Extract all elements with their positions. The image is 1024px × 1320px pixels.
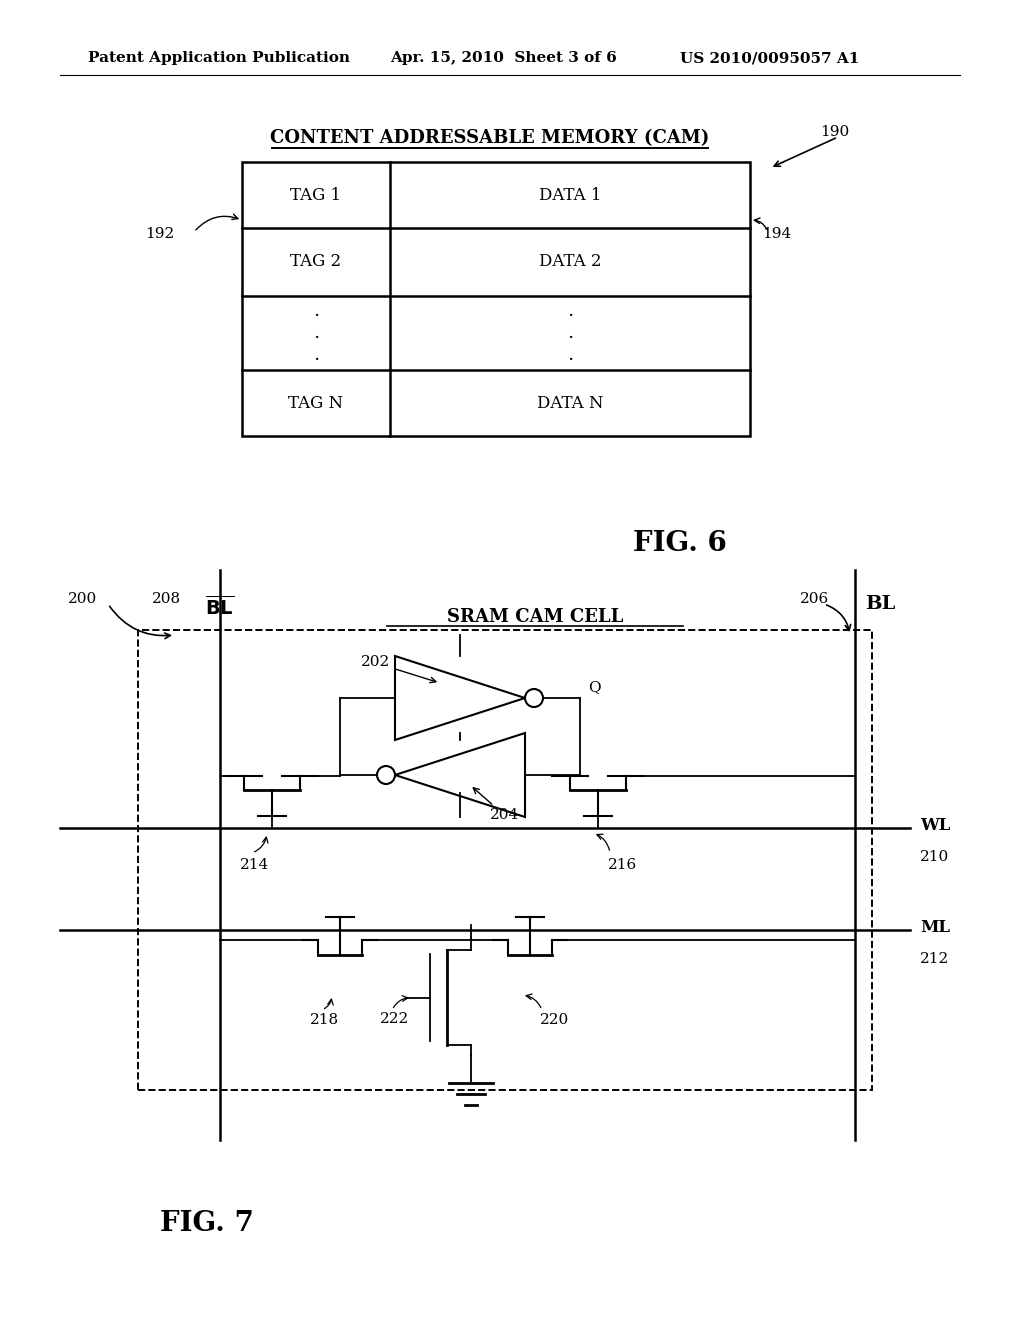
Text: 206: 206 bbox=[800, 591, 829, 606]
Text: FIG. 6: FIG. 6 bbox=[633, 531, 727, 557]
Text: .: . bbox=[567, 323, 573, 342]
Text: .: . bbox=[313, 323, 319, 342]
Text: Patent Application Publication: Patent Application Publication bbox=[88, 51, 350, 65]
Text: SRAM CAM CELL: SRAM CAM CELL bbox=[446, 609, 624, 626]
Text: .: . bbox=[567, 346, 573, 364]
Text: .: . bbox=[313, 302, 319, 319]
Text: 190: 190 bbox=[820, 125, 849, 139]
Text: 212: 212 bbox=[920, 952, 949, 966]
Text: WL: WL bbox=[920, 817, 950, 833]
Text: Q: Q bbox=[588, 680, 601, 694]
Text: 200: 200 bbox=[68, 591, 97, 606]
Text: FIG. 7: FIG. 7 bbox=[160, 1210, 254, 1237]
Text: 192: 192 bbox=[144, 227, 174, 242]
Text: ML: ML bbox=[920, 919, 950, 936]
Text: .: . bbox=[313, 346, 319, 364]
Text: 204: 204 bbox=[490, 808, 519, 822]
Text: TAG 1: TAG 1 bbox=[291, 186, 342, 203]
Bar bbox=[138, 630, 872, 1090]
Text: DATA N: DATA N bbox=[537, 395, 603, 412]
Text: US 2010/0095057 A1: US 2010/0095057 A1 bbox=[680, 51, 859, 65]
Text: 216: 216 bbox=[608, 858, 637, 873]
Text: 202: 202 bbox=[360, 655, 390, 669]
Text: 210: 210 bbox=[920, 850, 949, 865]
Text: DATA 2: DATA 2 bbox=[539, 253, 601, 271]
Text: 214: 214 bbox=[240, 858, 269, 873]
Text: 208: 208 bbox=[152, 591, 181, 606]
Text: 194: 194 bbox=[762, 227, 792, 242]
Text: $\overline{\mathbf{BL}}$: $\overline{\mathbf{BL}}$ bbox=[206, 595, 234, 619]
Bar bbox=[242, 162, 750, 436]
Text: BL: BL bbox=[865, 595, 895, 612]
Text: CONTENT ADDRESSABLE MEMORY (CAM): CONTENT ADDRESSABLE MEMORY (CAM) bbox=[270, 129, 710, 147]
Text: Apr. 15, 2010  Sheet 3 of 6: Apr. 15, 2010 Sheet 3 of 6 bbox=[390, 51, 616, 65]
Text: DATA 1: DATA 1 bbox=[539, 186, 601, 203]
Text: 218: 218 bbox=[310, 1012, 339, 1027]
Text: .: . bbox=[567, 302, 573, 319]
Text: TAG N: TAG N bbox=[289, 395, 344, 412]
Text: 220: 220 bbox=[540, 1012, 569, 1027]
Text: 222: 222 bbox=[380, 1012, 410, 1026]
Text: TAG 2: TAG 2 bbox=[291, 253, 342, 271]
